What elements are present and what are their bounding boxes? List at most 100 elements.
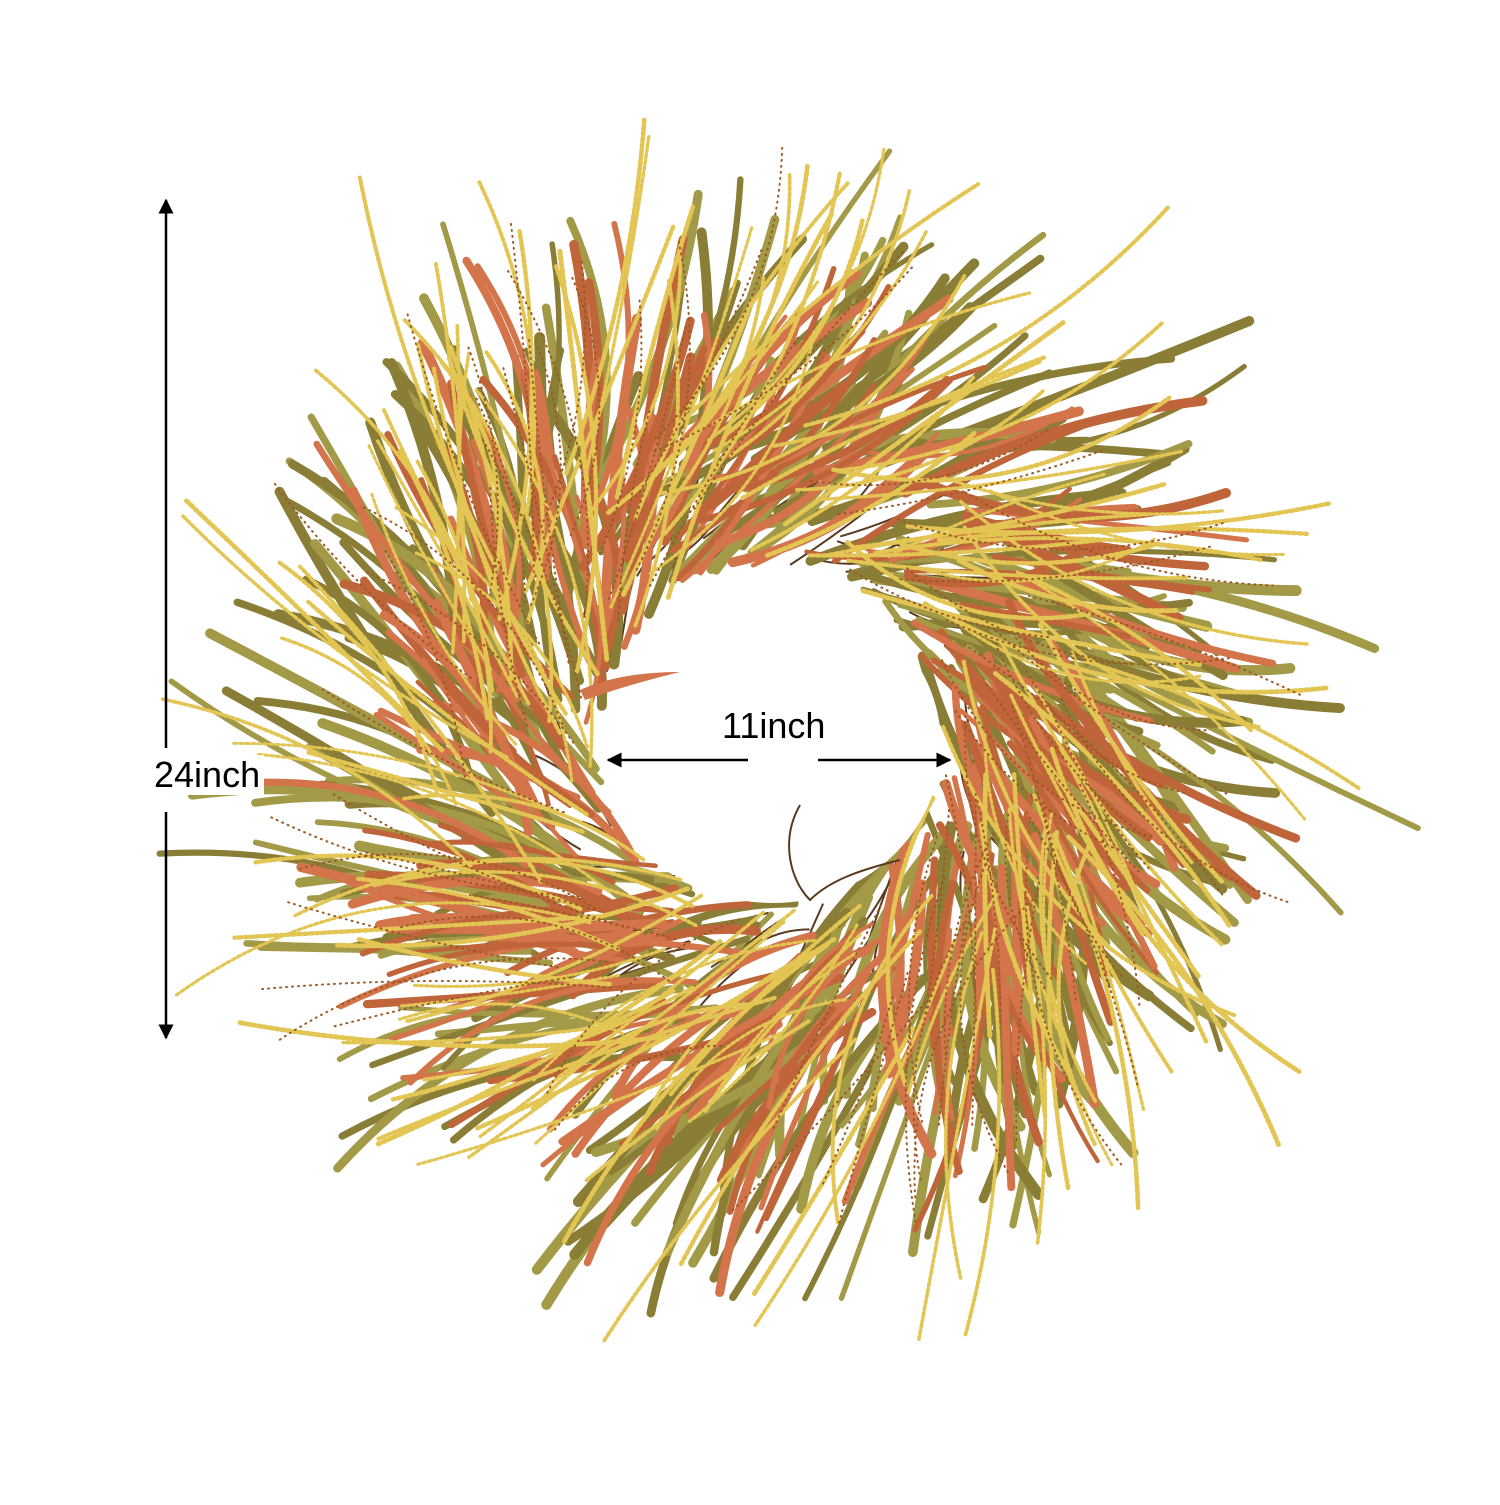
wreath-seed-sprig [1009,693,1145,937]
wreath-seed-sprig [467,908,796,1159]
wreath-seed-sprig [956,557,1180,614]
wreath-blade [407,977,687,1086]
wreath-blade [951,775,985,999]
wreath-seed-speck [963,643,1224,896]
wreath-seed-sprig [1049,746,1302,1074]
wreath-seed-sprig [830,893,934,1226]
wreath-seed-speck [473,393,527,604]
wreath-seed-sprig [916,927,997,1344]
wreath-seed-sprig [182,497,445,753]
wreath-blade [719,838,907,1195]
wreath-seed-sprig [678,929,923,1267]
wreath-seed-sprig [821,512,1152,558]
wreath-blade [832,421,1090,564]
wreath-seed-sprig [180,513,509,759]
wreath-blade [900,395,1208,498]
wreath-blade [421,657,578,858]
wreath-seed-speck [1015,881,1041,1145]
wreath-seed-sprig [728,187,912,458]
wreath-seed-sprig [764,430,977,558]
wreath-seed-speck [509,220,535,574]
wreath-blade [1010,574,1277,668]
wreath-seed-speck [275,957,608,1044]
wreath-seed-sprig [416,342,568,716]
wreath-seed-sprig [803,204,1171,428]
wreath [156,117,1421,1344]
wreath-blade [984,852,1045,1062]
wreath-seed-speck [363,851,596,911]
wreath-blade [539,972,775,1065]
wreath-seed-speck [897,518,1226,551]
wreath-seed-sprig [375,939,723,1147]
wreath-seed-sprig [860,588,1204,668]
wreath-seed-sprig [633,181,850,521]
wreath-seed-speck [693,249,906,510]
wreath-blade [932,879,963,1175]
wreath-seed-speck [569,272,601,537]
wreath-seed-speck [480,436,582,699]
wreath-seed-speck [945,619,1234,666]
wreath-seed-sprig [447,343,514,682]
wreath-seed-speck [285,900,559,969]
wreath-seed-sprig [355,876,621,952]
wreath-seed-speck [501,363,570,663]
wreath-seed-sprig [1037,751,1202,980]
wreath-seed-sprig [1056,844,1097,1147]
wreath-seed-speck [365,570,575,744]
wreath-seed-sprig [172,901,592,998]
wreath-blade [437,822,629,913]
wreath-seed-sprig [561,943,829,1245]
wreath-seed-sprig [672,182,981,432]
wreath-seed-speck [330,792,625,928]
wreath-seed-sprig [497,229,535,622]
wreath-seed-sprig [834,320,1165,473]
wreath-seed-speck [1048,703,1153,873]
wreath-seed-speck [653,264,915,453]
wreath-seed-sprig [583,134,651,478]
wreath-seed-sprig [772,358,1044,448]
wreath-seed-speck [821,996,894,1186]
wreath-seed-sprig [922,601,1331,695]
wreath-seed-sprig [831,395,1172,483]
wreath-seed-sprig [753,940,956,1327]
wreath-seed-sprig [662,170,843,536]
wreath-seed-sprig [808,537,1107,558]
wreath-seed-sprig [370,492,518,746]
wreath-seed-speck [994,642,1152,842]
wreath-seed-sprig [303,749,585,834]
wreath-seed-speck [899,545,1213,583]
wreath-seed-speck [1015,637,1210,732]
wreath-seed-sprig [484,350,545,624]
wreath-seed-sprig [1070,650,1194,865]
wreath-seed-sprig [236,1020,670,1049]
wreath-seed-sprig [474,388,594,768]
wreath-seed-sprig [367,444,493,671]
wreath-seed-sprig [665,210,835,600]
wreath-seed-speck [1027,595,1302,697]
wreath-seed-sprig [1082,659,1361,791]
wreath-seed-speck [635,240,691,571]
wreath-blade [997,863,1016,1192]
wreath-seed-speck [599,297,643,555]
wreath-seed-sprig [306,599,589,817]
wreath-seed-speck [258,979,612,991]
wreath-seed-speck [469,894,677,940]
wreath-seed-sprig [941,475,1224,516]
wreath-seed-sprig [642,947,822,1123]
wreath-seed-sprig [963,968,1002,1337]
wreath-seed-sprig [609,226,754,609]
wreath-seed-sprig [251,853,583,912]
wreath-seed-speck [546,918,740,1095]
wreath-seed-speck [985,683,1143,876]
wreath-seed-sprig [795,389,1045,492]
wreath-seed-sprig [277,560,440,796]
wreath-blade [597,435,627,651]
wreath-seed-speck [1011,704,1077,1004]
wreath-seed-sprig [962,525,1261,729]
wreath-blade [369,935,751,1069]
wreath-wisp [788,804,901,902]
wreath-seed-speck [299,852,602,913]
wreath-seed-sprig [988,489,1286,557]
wreath-seed-speck [937,914,968,1126]
